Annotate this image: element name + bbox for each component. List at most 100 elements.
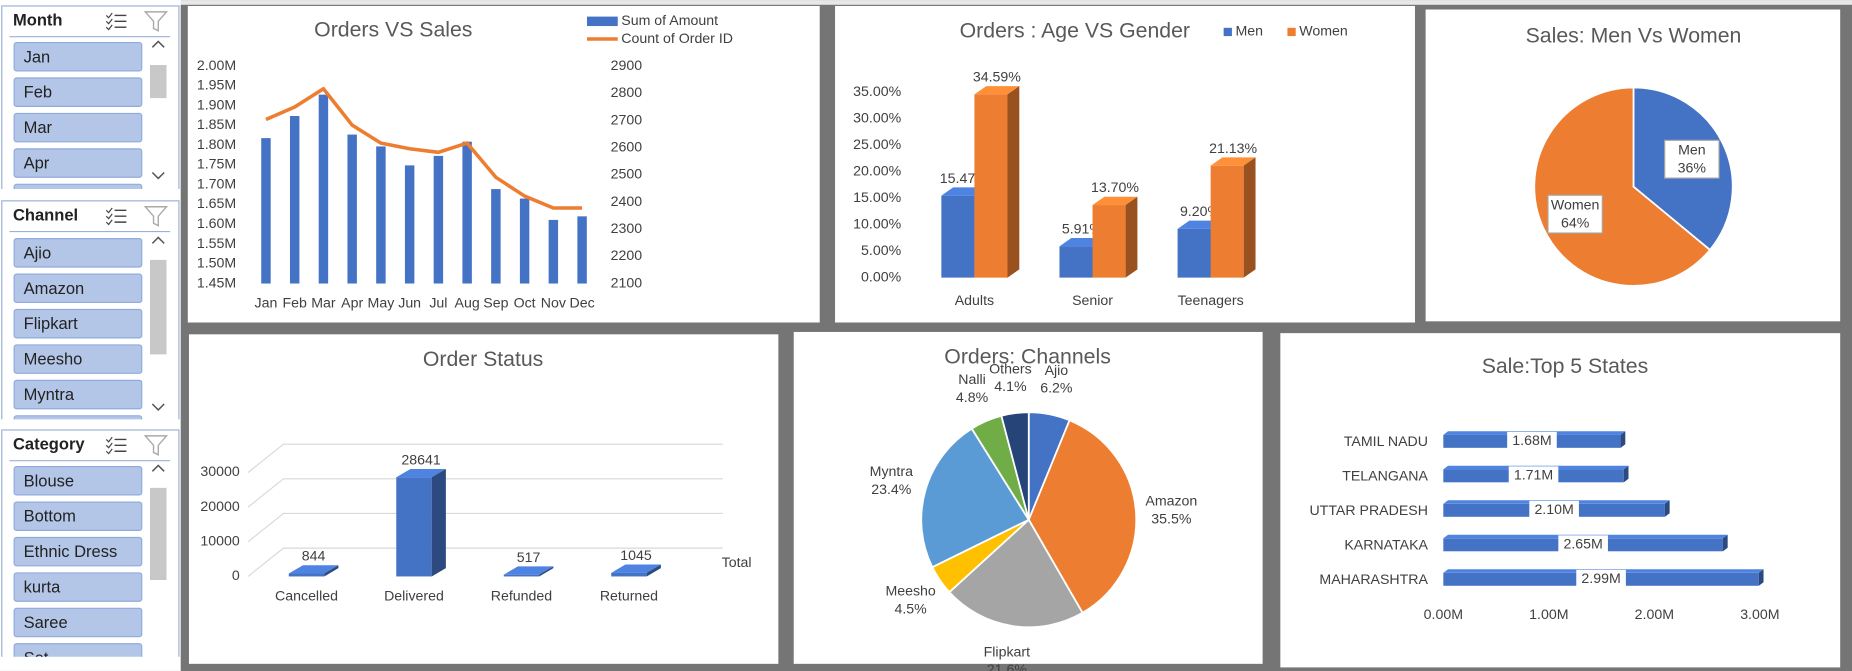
slicer-item-label[interactable]: Meesho — [24, 350, 83, 369]
y-tick-label: 30000 — [200, 464, 239, 480]
slicer-item[interactable] — [13, 536, 143, 567]
slicer-item[interactable] — [13, 466, 143, 496]
slicer-item-label[interactable]: Ajio — [24, 243, 52, 262]
data-label: 9.20% — [1180, 204, 1221, 220]
slicer-item[interactable] — [13, 643, 143, 671]
slicer-item[interactable] — [13, 273, 143, 304]
legend-label: Sum of Amount — [621, 13, 718, 29]
x-tick-label: 1.00M — [1529, 607, 1568, 623]
data-label-name: Meesho — [885, 584, 935, 600]
data-label-name: Others — [989, 362, 1031, 378]
label-box — [1529, 500, 1579, 520]
label-box — [1558, 535, 1608, 555]
slicer-item-label[interactable]: Feb — [24, 83, 52, 102]
slicer-item[interactable] — [13, 308, 143, 339]
multi-select-icon[interactable] — [105, 442, 113, 449]
bar — [548, 219, 559, 284]
scroll-thumb[interactable] — [150, 259, 167, 355]
data-label-name: Myntra — [870, 464, 913, 480]
data-label: 4.5% — [894, 601, 927, 617]
clear-filter-icon[interactable] — [143, 206, 169, 227]
y-tick-label: 10.00% — [853, 216, 901, 232]
slicer-item-label[interactable]: Myntra — [24, 385, 75, 404]
slicer-item[interactable] — [13, 112, 143, 143]
y-tick-label: UTTAR PRADESH — [1309, 503, 1428, 519]
multi-select-icon[interactable] — [105, 448, 113, 455]
slicer-item-label[interactable]: Bottom — [24, 507, 76, 526]
bar-top — [1210, 157, 1256, 166]
x-tick-label: Teenagers — [1178, 293, 1244, 309]
bar — [491, 189, 501, 284]
slicer-item[interactable] — [13, 572, 143, 602]
slicer: Category Blouse Bottom Ethnic Dress kurta Sar… — [1, 429, 180, 671]
bar — [376, 146, 386, 284]
chart-title: Sale:Top 5 States — [1482, 354, 1649, 378]
multi-select-icon[interactable] — [105, 213, 113, 220]
data-label: 1045 — [620, 548, 652, 564]
slicer-item-label[interactable]: Set — [24, 648, 49, 667]
slicer-item[interactable] — [13, 148, 143, 178]
slicer-item[interactable] — [13, 379, 143, 410]
legend-label: Women — [1299, 24, 1348, 40]
multi-select-icon[interactable] — [105, 24, 113, 31]
y-tick-label: 15.00% — [853, 190, 901, 206]
scroll-down[interactable] — [151, 403, 165, 411]
x-tick-label: May — [368, 295, 396, 311]
slicer: Channel Ajio Amazon Flipkart Meesho Myntra — [1, 200, 180, 444]
bar — [577, 216, 587, 284]
slicer-item[interactable] — [13, 344, 143, 374]
slicer-item-label[interactable]: kurta — [24, 578, 62, 597]
label-box — [1547, 194, 1603, 234]
slicer-item[interactable] — [13, 77, 143, 107]
scroll-up[interactable] — [151, 40, 165, 48]
slicer-item-label[interactable]: Amazon — [24, 279, 85, 298]
data-label: 2.65M — [1563, 537, 1602, 553]
data-label: 35.5% — [1151, 511, 1192, 527]
legend-key — [1287, 27, 1296, 37]
x-tick-label: Refunded — [491, 588, 552, 604]
slicer-item[interactable] — [13, 415, 143, 444]
scroll-down[interactable] — [151, 171, 165, 180]
bar — [503, 574, 540, 577]
bar — [1177, 228, 1211, 278]
y-tick-label: 25.00% — [853, 137, 901, 153]
slicer-item[interactable] — [13, 607, 143, 638]
scroll-thumb[interactable] — [150, 65, 167, 99]
multi-select-icon[interactable] — [105, 18, 113, 25]
y-tick-label: 1.95M — [197, 78, 236, 94]
chart-title: Orders: Channels — [944, 345, 1111, 369]
bar — [1210, 165, 1244, 278]
slicer-item-label[interactable]: Blouse — [24, 471, 75, 490]
slicer-item-label[interactable]: Ethnic Dress — [24, 542, 118, 561]
scroll-up[interactable] — [151, 236, 165, 244]
slicer-item[interactable] — [13, 238, 143, 268]
slicer-item[interactable] — [13, 501, 143, 531]
scroll-up[interactable] — [151, 464, 165, 472]
clear-filter-icon[interactable] — [143, 435, 169, 456]
slicer-item-label[interactable]: Flipkart — [24, 314, 79, 333]
sheet-strip — [0, 0, 1852, 5]
data-label: 517 — [517, 550, 541, 566]
multi-select-icon[interactable] — [105, 219, 113, 226]
data-label-name: Nalli — [958, 372, 986, 388]
bar-side — [646, 564, 661, 577]
multi-select-icon[interactable] — [105, 12, 113, 19]
y2-tick-label: 2200 — [611, 248, 643, 264]
bar-side — [1007, 86, 1020, 278]
bar — [611, 572, 647, 577]
slicer-item-label[interactable]: Apr — [24, 154, 50, 173]
scroll-thumb[interactable] — [150, 487, 167, 580]
bar-side — [539, 566, 554, 577]
bar-side — [1243, 157, 1256, 278]
x-tick-label: Apr — [341, 295, 363, 311]
bar-side — [431, 468, 446, 577]
multi-select-icon[interactable] — [105, 436, 113, 443]
slicer-item[interactable] — [13, 41, 143, 72]
slicer-item-label[interactable]: Jan — [24, 47, 51, 66]
slicer-item-label[interactable]: Mar — [24, 118, 53, 137]
clear-filter-icon[interactable] — [143, 11, 169, 32]
multi-select-icon[interactable] — [105, 207, 113, 214]
data-label: 4.8% — [956, 390, 989, 406]
slicer-item-label[interactable]: Saree — [24, 613, 68, 632]
slicer-item[interactable] — [13, 183, 143, 212]
